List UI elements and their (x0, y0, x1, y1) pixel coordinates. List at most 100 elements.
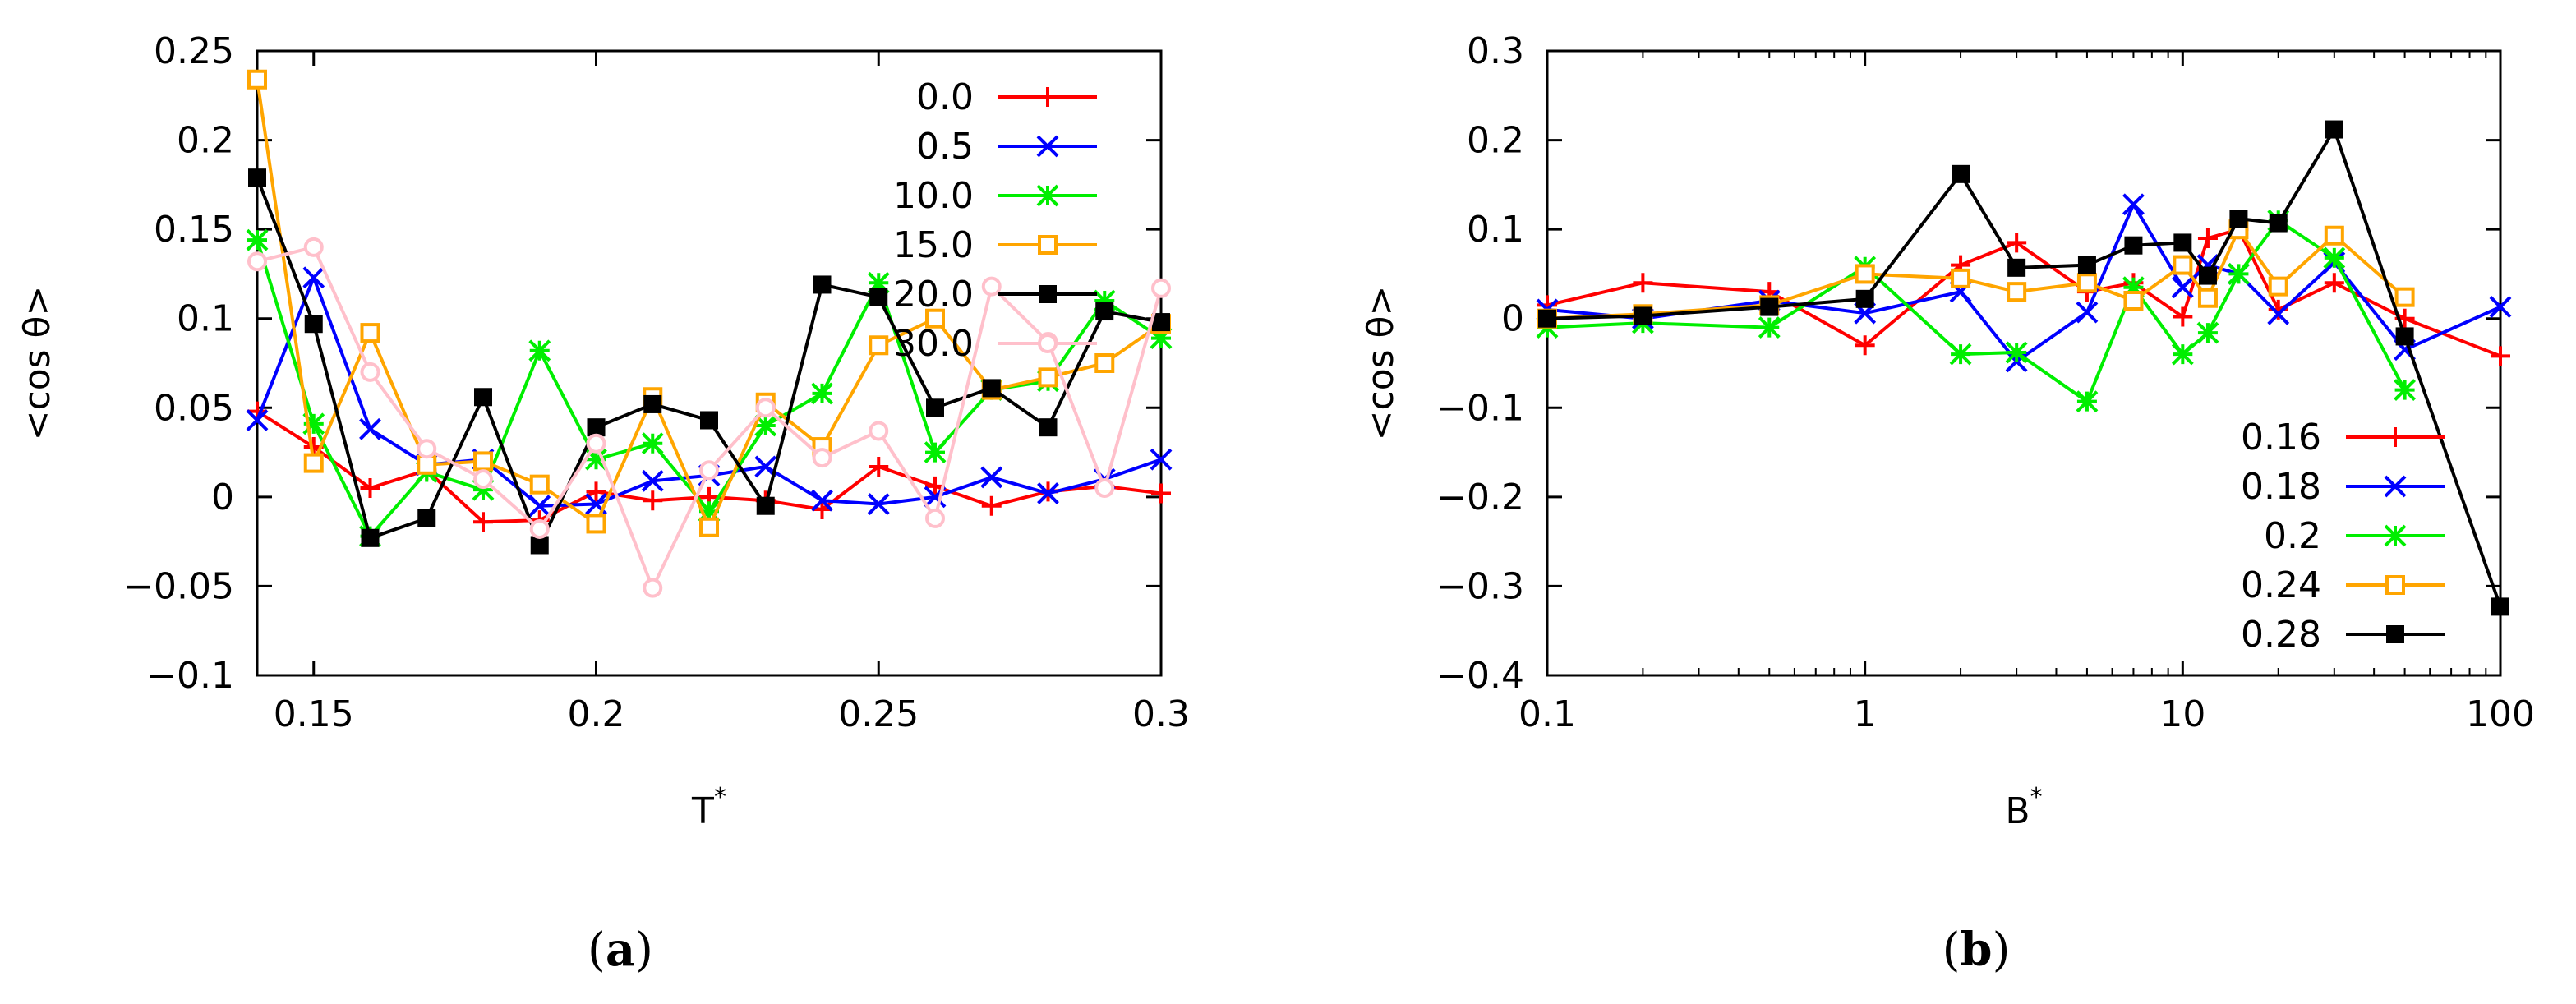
data-point-10.0 (641, 432, 664, 455)
x-tick-label: 0.25 (838, 693, 919, 735)
data-point-0.28 (2124, 236, 2143, 255)
caption-letter: a (606, 923, 635, 977)
data-point-10.0 (698, 500, 721, 523)
data-point-30.0 (699, 460, 719, 481)
data-point-0.28 (2395, 327, 2414, 346)
data-point-10.0 (867, 271, 890, 294)
data-point-10.0 (1150, 327, 1173, 350)
data-point-20.0 (869, 288, 888, 306)
caption-open-paren: ( (1942, 923, 1961, 977)
data-point-0.16 (2491, 346, 2510, 366)
data-point-0.0 (812, 500, 832, 520)
data-point-0.2 (2196, 321, 2219, 344)
data-point-30.0 (981, 276, 1002, 297)
y-tick-label: −0.1 (146, 655, 234, 697)
data-point-30.0 (417, 439, 437, 459)
data-point-30.0 (247, 251, 267, 272)
data-point-0.0 (869, 456, 889, 477)
legend-label: 0.2 (2264, 515, 2321, 557)
data-point-0.24 (2324, 225, 2344, 246)
data-point-10.0 (246, 228, 269, 251)
x-axis-title-superscript: * (714, 783, 726, 812)
data-point-10.0 (585, 448, 607, 471)
y-axis-title: <cos θ> (16, 286, 58, 441)
legend-label: 15.0 (893, 224, 974, 266)
data-point-0.28 (1760, 297, 1779, 316)
x-tick-label: 1 (1854, 693, 1877, 735)
data-point-20.0 (926, 398, 944, 417)
data-point-0.0 (643, 490, 663, 511)
data-point-0.28 (2325, 120, 2343, 139)
data-point-30.0 (1151, 278, 1171, 298)
legend-marker (2384, 475, 2407, 498)
data-point-0.16 (2197, 228, 2218, 248)
legend-marker (1038, 87, 1058, 107)
data-point-0.28 (2077, 256, 2096, 274)
data-point-20.0 (643, 394, 662, 413)
data-point-0.2 (2005, 341, 2028, 364)
data-point-20.0 (474, 388, 492, 407)
data-point-30.0 (643, 578, 663, 598)
data-point-0.0 (473, 512, 493, 532)
data-point-0.18 (2122, 193, 2145, 216)
caption-close-paren: ) (1993, 923, 2011, 977)
data-point-0.16 (1633, 273, 1653, 293)
y-tick-label: 0.05 (154, 387, 234, 429)
data-point-30.0 (1094, 478, 1115, 498)
data-point-10.0 (1093, 289, 1116, 312)
data-point-30.0 (586, 433, 606, 454)
data-point-0.18 (2267, 302, 2290, 325)
data-point-0.16 (2173, 306, 2193, 327)
data-point-0.28 (1634, 306, 1652, 325)
data-point-0.28 (2491, 597, 2509, 616)
data-point-0.24 (2173, 255, 2193, 275)
data-point-30.0 (869, 421, 889, 441)
data-point-20.0 (304, 315, 323, 334)
data-point-0.5 (1037, 482, 1059, 504)
data-point-30.0 (360, 362, 380, 382)
data-point-10.0 (302, 412, 325, 435)
data-point-0.24 (2007, 282, 2027, 302)
data-point-20.0 (587, 418, 606, 437)
y-tick-label: −0.3 (1436, 565, 1524, 607)
data-point-10.0 (811, 382, 833, 405)
data-point-15.0 (247, 69, 267, 90)
x-tick-label: 0.1 (1518, 693, 1576, 735)
data-point-20.0 (530, 536, 549, 555)
data-point-0.24 (2268, 276, 2288, 297)
data-point-10.0 (472, 478, 495, 501)
data-point-0.16 (1855, 335, 1875, 356)
data-point-15.0 (1094, 353, 1115, 373)
data-point-0.28 (2173, 233, 2192, 252)
data-point-20.0 (417, 509, 436, 527)
legend-label: 10.0 (893, 175, 974, 217)
data-point-0.24 (2123, 291, 2144, 311)
data-point-15.0 (869, 335, 889, 356)
data-point-20.0 (813, 275, 832, 294)
caption-close-paren: ) (635, 923, 653, 977)
x-tick-label: 0.3 (1132, 693, 1190, 735)
data-point-0.2 (1949, 343, 1972, 366)
data-point-20.0 (361, 528, 380, 547)
y-tick-label: 0.2 (177, 120, 234, 162)
data-point-30.0 (529, 518, 550, 539)
x-tick-label: 10 (2159, 693, 2205, 735)
legend-marker (1036, 184, 1059, 207)
legend-label: 0.28 (2241, 614, 2321, 656)
data-point-0.28 (2229, 210, 2248, 228)
data-point-30.0 (755, 398, 776, 418)
data-point-15.0 (417, 454, 437, 475)
legend-label: 0.24 (2241, 564, 2321, 606)
data-point-15.0 (473, 451, 493, 472)
caption-letter: b (1960, 923, 1992, 977)
y-tick-label: 0.25 (154, 30, 234, 72)
data-point-0.2 (2076, 390, 2099, 413)
data-point-0.0 (1151, 483, 1171, 504)
data-point-15.0 (360, 323, 380, 343)
legend-marker (2384, 524, 2407, 547)
data-point-0.2 (2122, 276, 2145, 299)
data-point-0.2 (2394, 379, 2417, 401)
data-point-0.2 (2323, 246, 2346, 269)
x-axis-title: T* (691, 783, 726, 832)
data-point-0.18 (2171, 276, 2194, 299)
